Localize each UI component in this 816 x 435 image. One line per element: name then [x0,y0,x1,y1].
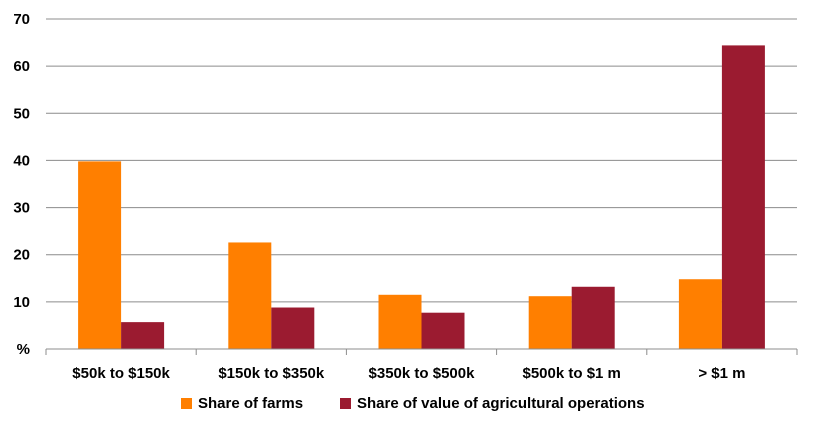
x-category-label: $150k to $350k [218,365,325,382]
bars [78,45,765,350]
x-category-label: $350k to $500k [369,365,476,382]
gridlines [46,18,797,303]
x-axis [45,348,798,355]
bar-share-of-value [271,307,315,349]
y-axis-ticks: 70 60 50 40 30 20 10% [13,11,30,358]
bar-share-of-farms [678,279,722,349]
bar-share-of-value [121,322,165,349]
y-tick-label: 60 [13,58,30,75]
legend-swatch [340,398,351,409]
bar-share-of-farms [378,294,422,349]
y-tick-label: % [17,341,30,358]
bar-share-of-value [571,286,615,349]
y-tick-label: 50 [13,105,30,122]
bar-share-of-farms [228,242,272,349]
x-category-label: $50k to $150k [72,365,170,382]
bar-share-of-value [421,312,465,349]
x-category-label: $500k to $1 m [522,365,620,382]
bar-share-of-value [721,45,765,350]
y-tick-label: 40 [13,152,30,169]
y-tick-label: 70 [13,11,30,28]
bar-share-of-farms [528,296,572,349]
x-category-label: > $1 m [698,365,745,382]
legend-label: Share of value of agricultural operation… [357,395,645,412]
legend-swatch [181,398,192,409]
y-tick-label: 20 [13,247,30,264]
x-axis-labels: $50k to $150k $150k to $350k $350k to $500… [72,365,745,382]
y-tick-label: 30 [13,200,30,217]
bar-share-of-farms [78,161,122,349]
y-tick-label: 10 [13,294,30,311]
legend: Share of farms Share of value of agricult… [181,395,645,412]
legend-label: Share of farms [198,395,303,412]
